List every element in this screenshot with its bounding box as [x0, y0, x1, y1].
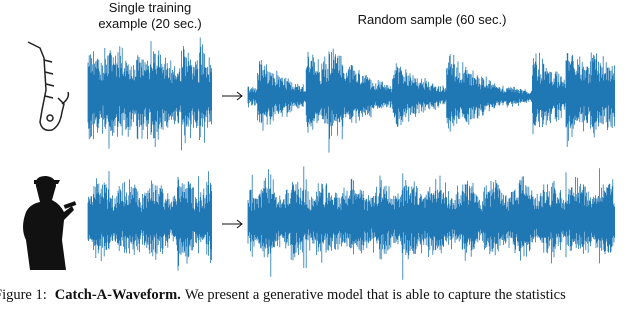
waveform — [247, 48, 615, 153]
waveform — [247, 166, 615, 280]
arrow — [222, 219, 243, 229]
caption-label: Figure 1: — [0, 287, 47, 303]
caption: Figure 1: Catch-A-Waveform.We present a g… — [0, 287, 566, 304]
figure-graphic: Single training example (20 sec.) Random… — [23, 0, 615, 280]
singer-icon — [23, 176, 77, 270]
training-label: example (20 sec.) — [98, 16, 201, 31]
caption-text: We present a generative model that is ab… — [184, 287, 566, 303]
waveform — [87, 37, 212, 151]
waveform — [87, 171, 212, 271]
sample-label: Random sample (60 sec.) — [358, 12, 507, 27]
arrow — [222, 91, 243, 101]
caption-title: Catch-A-Waveform. — [54, 287, 181, 303]
training-label: Single training — [109, 0, 191, 15]
saxophone-icon — [27, 41, 70, 132]
